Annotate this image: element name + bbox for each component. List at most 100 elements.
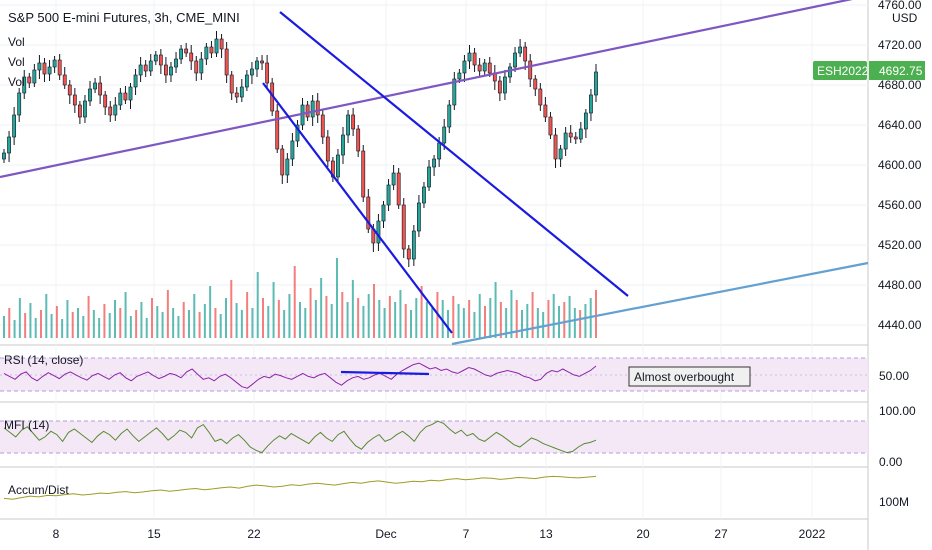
candle [391,165,396,190]
volume-bar [267,306,270,338]
volume-bar [579,310,582,338]
candle-body [22,76,27,94]
candle [381,201,386,228]
candle [472,48,477,72]
volume-bar [462,308,465,338]
candle-body [27,76,32,84]
candle [62,67,67,89]
candle-body [442,126,447,144]
candle [310,95,315,126]
volume-bar [24,313,27,338]
volume-bar [457,304,460,338]
candle [77,101,82,124]
volume-bar [193,294,196,338]
volume-bar [151,298,153,338]
mfi-label: MFI (14) [4,418,49,432]
candle-body [77,104,82,118]
volume-bar [473,312,476,338]
candle-body [113,104,118,116]
volume-bar [114,300,116,338]
volume-bar [383,308,386,338]
volume-bar [362,306,365,338]
candle [239,79,244,102]
candle [467,45,472,69]
volume-bar [404,304,407,338]
candle [361,145,366,202]
wedge-lower-line[interactable] [262,82,453,334]
candle-body [376,220,381,244]
accum-dist-tick: 100M [879,495,909,509]
wedge-upper-line[interactable] [279,11,629,297]
last-price-box[interactable] [869,61,925,80]
rsi-line [3,362,597,389]
candle-body [351,114,356,130]
rsi-divergence-line[interactable] [340,370,430,376]
volume-bar [277,300,280,338]
candle-body [325,136,330,162]
candle-body [462,60,467,74]
volume-bar [351,280,354,338]
candle [315,93,320,123]
support-line[interactable] [451,261,869,346]
candle-body [128,86,133,101]
time-tick-label: 15 [147,527,161,541]
volume-bar [225,298,227,338]
time-axis-ticks[interactable]: 8 15 22 Dec 7 13 20 27 2022 [53,527,826,541]
candle [27,73,32,88]
candle-body [255,60,259,70]
candle [42,58,47,82]
volume-bar [547,300,550,338]
candle [184,43,189,57]
candle-body [7,136,11,154]
candle-body [305,104,310,118]
volume-bar [3,316,5,338]
chart-title: S&P 500 E-mini Futures, 3h, CME_MINI [8,10,240,25]
candle-body [437,142,442,160]
candle-body [189,52,194,62]
candle-body [320,114,325,138]
candle-body [250,68,254,76]
candle-body [457,72,462,80]
trendlines[interactable] [0,0,869,346]
candle-body [229,74,234,94]
candle [528,54,533,87]
volume-bar [320,278,323,338]
volume-bar [452,296,455,338]
candle-body [234,92,239,98]
time-tick-label: 13 [539,527,553,541]
candle [123,86,128,104]
candle-body [528,60,533,80]
last-price: 4692.75 [879,64,923,78]
volume-bar [71,312,74,338]
volume-bar [373,284,375,338]
mfi-line [3,420,597,454]
volume-bar [87,296,90,338]
candle [133,69,138,95]
volume-bar [425,302,428,338]
annotation-box[interactable] [628,366,751,387]
candle [128,83,133,109]
candle [401,198,406,258]
volume-bar [235,303,238,338]
candle [548,112,553,139]
rising-channel-line[interactable] [0,0,853,179]
candle-body [42,62,47,75]
volume-bar [584,304,587,338]
volume-bar [388,296,391,338]
candle [533,75,538,96]
volume-bar [124,292,127,338]
price-tick-label: 4560.00 [878,198,922,212]
price-tick-label: 4640.00 [878,118,922,132]
candle-body [533,78,538,90]
candle-body [589,94,593,114]
volume-bar [209,286,212,338]
symbol-tag-box[interactable] [813,61,867,80]
price-axis-ticks[interactable]: 4760.00 4720.00 4680.00 4640.00 4600.00 4560.… [878,0,922,332]
volume-bar [510,290,513,338]
candle-body [37,62,42,71]
candle-body [164,64,168,76]
candle-body [265,62,270,84]
volume-bar [61,319,64,338]
candle [22,70,27,99]
